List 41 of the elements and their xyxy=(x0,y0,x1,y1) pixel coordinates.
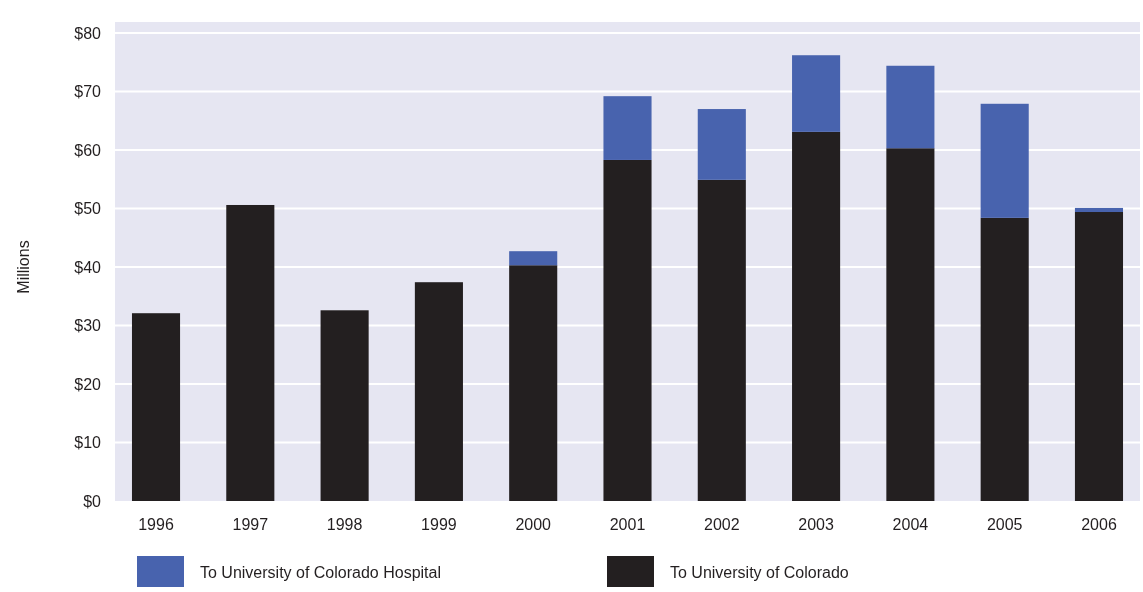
x-tick-label: 2005 xyxy=(986,516,1023,534)
bar xyxy=(980,103,1029,218)
x-tick-label: 1996 xyxy=(138,516,174,534)
x-tick-label: 2001 xyxy=(609,516,646,534)
bar xyxy=(1074,212,1124,501)
bar xyxy=(226,204,275,501)
bar xyxy=(603,159,652,501)
bar xyxy=(509,251,558,266)
y-axis-title: Millions xyxy=(15,240,32,294)
y-tick-label: $30 xyxy=(74,317,102,335)
bar xyxy=(697,109,746,180)
bar xyxy=(886,65,935,149)
y-tick-label: $10 xyxy=(74,434,102,452)
bar xyxy=(792,55,841,132)
x-tick-label: 2006 xyxy=(1081,516,1117,534)
x-tick-label: 2002 xyxy=(704,516,740,534)
x-tick-label: 1998 xyxy=(326,516,363,534)
bar xyxy=(1074,207,1124,213)
legend-label: To University of Colorado Hospital xyxy=(200,564,441,581)
bar xyxy=(697,179,746,501)
bar xyxy=(792,131,841,501)
bar xyxy=(509,265,558,501)
x-tick-label: 2003 xyxy=(798,516,834,534)
y-tick-label: $50 xyxy=(74,200,102,218)
y-tick-label: $80 xyxy=(74,24,102,42)
y-tick-label: $60 xyxy=(74,141,102,159)
y-tick-label: $40 xyxy=(74,258,102,276)
y-tick-label: $20 xyxy=(74,375,102,393)
y-tick-label: $70 xyxy=(74,83,102,101)
bar xyxy=(980,217,1029,501)
bar xyxy=(320,310,369,501)
x-tick-label: 2000 xyxy=(515,516,552,534)
y-tick-label: $0 xyxy=(83,492,102,510)
x-tick-label: 1997 xyxy=(232,516,269,534)
legend-label: To University of Colorado xyxy=(670,564,849,581)
bar xyxy=(414,282,463,501)
x-tick-label: 2004 xyxy=(892,516,929,534)
bar xyxy=(131,313,181,501)
x-tick-label: 1999 xyxy=(421,516,457,534)
bar xyxy=(886,148,935,501)
bar xyxy=(603,96,652,160)
